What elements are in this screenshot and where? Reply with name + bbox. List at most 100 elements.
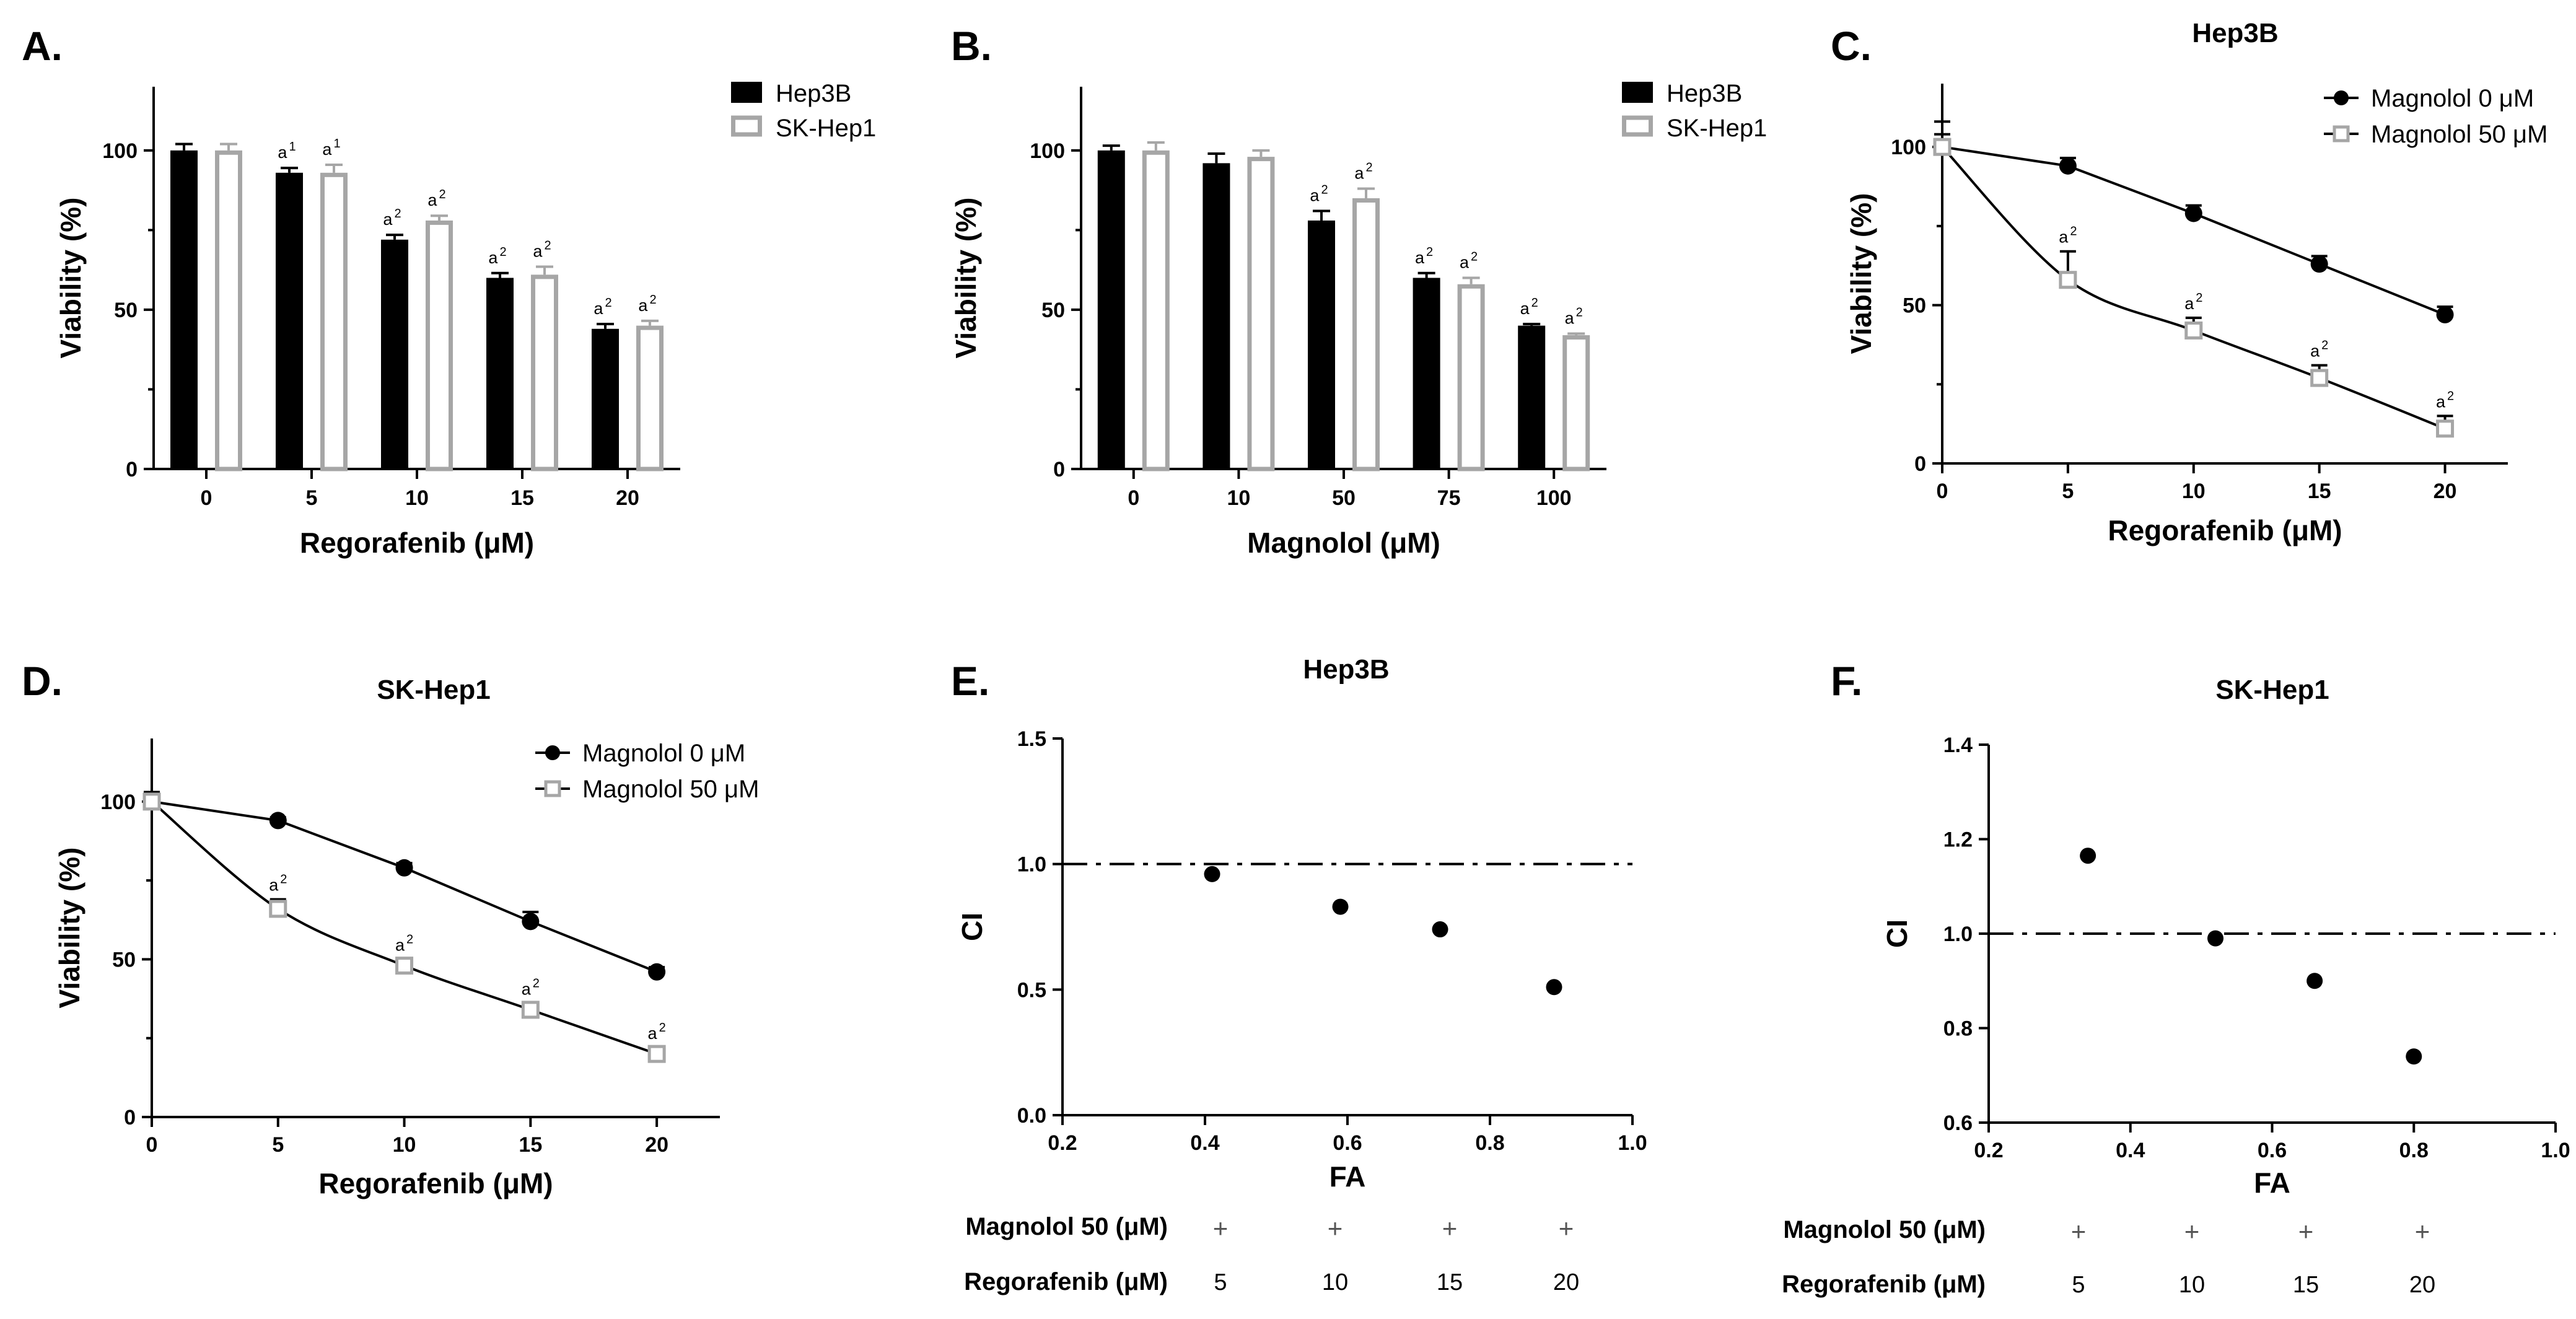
panel-c-x-tick-label: 0 — [1937, 480, 1948, 503]
panel-a-bar-hep3b — [276, 172, 303, 469]
panel-f-y-tick-label: 1.2 — [1943, 828, 1973, 852]
panel-d-x-tick-label: 5 — [272, 1133, 284, 1157]
panel-e-point — [1332, 898, 1349, 915]
panel-c-significance-label-superscript: 2 — [2321, 339, 2328, 353]
panel-d-significance-label-superscript: 2 — [406, 932, 413, 946]
panel-c-point-magnolol-0 — [2310, 255, 2328, 273]
panel-a-x-tick-label: 15 — [510, 486, 534, 510]
panel-e-label: E. — [951, 658, 989, 704]
panel-e-table-magnolol-value: + — [1328, 1214, 1343, 1243]
panel-d-point-magnolol-0 — [648, 963, 666, 981]
panel-a-significance-label-superscript: 2 — [544, 239, 551, 253]
panel-f-table-magnolol-value: + — [2184, 1217, 2200, 1246]
panel-a-x-axis-label: Regorafenib (μM) — [300, 527, 534, 559]
panel-d-significance-label-letter: a — [269, 876, 279, 895]
panel-b-legend-swatch-hep3b — [1622, 82, 1653, 103]
panel-f-table-regorafenib-value: 5 — [2072, 1272, 2085, 1298]
panel-c-line-magnolol-50 — [1941, 146, 2446, 430]
panel-f-x-tick-label: 0.6 — [2258, 1139, 2287, 1162]
panel-a-x-tick-label: 5 — [306, 486, 318, 510]
panel-b-x-tick-label: 10 — [1227, 486, 1250, 510]
panel-a-significance-label-superscript: 2 — [394, 207, 401, 221]
panel-a-significance-label-superscript: 2 — [605, 296, 611, 310]
panel-c-x-tick-label: 20 — [2434, 480, 2457, 503]
panel-c-legend-label-magnolol-0: Magnolol 0 μM — [2371, 85, 2534, 112]
panel-d-x-tick-label: 10 — [393, 1133, 416, 1157]
panel-c-x-tick-label: 5 — [2062, 480, 2074, 503]
panel-a-bar-skhep1 — [531, 274, 558, 471]
panel-b-label: B. — [951, 23, 992, 69]
panel-a-significance-label-superscript: 1 — [333, 137, 340, 151]
panel-a-legend-label-skhep1: SK-Hep1 — [776, 115, 876, 142]
panel-b-legend-swatch-skhep1 — [1622, 115, 1653, 137]
panel-b-x-tick-label: 100 — [1536, 486, 1572, 510]
panel-c-point-magnolol-50 — [2310, 369, 2329, 387]
panel-a-bar-skhep1 — [320, 172, 348, 471]
panel-b-y-tick-label: 50 — [1041, 299, 1065, 322]
panel-c-legend-marker-magnolol-0 — [2334, 90, 2349, 105]
panel-c-y-tick-label: 50 — [1903, 294, 1926, 318]
panel-c-y-tick-label: 0 — [1914, 452, 1926, 476]
panel-b-y-tick-label: 0 — [1053, 458, 1065, 481]
panel-f-point — [2406, 1048, 2422, 1065]
panel-e-table-magnolol-value: + — [1442, 1214, 1458, 1243]
panel-f-table-regorafenib-value: 20 — [2409, 1272, 2435, 1298]
panel-b-x-tick-label: 50 — [1332, 486, 1356, 510]
panel-c-significance-label-letter: a — [2184, 294, 2194, 313]
panel-b-significance-label-letter: a — [1354, 164, 1364, 183]
panel-c-y-tick-label: 100 — [1891, 136, 1926, 159]
panel-b-y-axis-label: Viability (%) — [950, 198, 982, 359]
panel-b-bar-skhep1 — [1142, 150, 1170, 471]
panel-e-point — [1204, 865, 1220, 882]
panel-f-table-magnolol-value: + — [2298, 1217, 2314, 1246]
panel-a-bar-skhep1 — [426, 220, 453, 471]
panel-b-x-axis-label: Magnolol (μM) — [1247, 527, 1440, 559]
panel-b-significance-label-letter: a — [1460, 253, 1470, 272]
panel-a-bar-hep3b — [592, 328, 619, 469]
panel-a-bar-hep3b — [486, 278, 514, 469]
panel-b-significance-label-letter: a — [1565, 309, 1575, 327]
panel-a-significance-label-letter: a — [322, 140, 332, 159]
panel-c-significance-label-superscript: 2 — [2070, 225, 2077, 239]
panel-a-significance-label-letter: a — [594, 299, 603, 318]
panel-a-bar-skhep1 — [636, 325, 664, 471]
panel-d-point-magnolol-0 — [522, 913, 540, 931]
panel-b-bar-hep3b — [1518, 325, 1546, 469]
panel-a-y-tick-label: 50 — [114, 299, 138, 322]
panel-b-legend-label-hep3b: Hep3B — [1667, 80, 1742, 107]
panel-a-bar-skhep1 — [215, 150, 242, 471]
panel-f-point — [2080, 848, 2096, 864]
panel-b-bar-hep3b — [1097, 150, 1125, 470]
panel-b-significance-label-superscript: 2 — [1576, 305, 1583, 319]
panel-f-point — [2307, 973, 2323, 989]
panel-a-significance-label-superscript: 2 — [499, 245, 506, 259]
panel-d-x-tick-label: 15 — [519, 1133, 542, 1157]
panel-c-point-magnolol-0 — [2184, 204, 2202, 222]
panel-d-line-magnolol-50 — [151, 800, 657, 1056]
panel-a-x-tick-label: 0 — [201, 486, 212, 510]
panel-b-significance-label-letter: a — [1415, 248, 1425, 267]
panel-e-title: Hep3B — [1303, 654, 1389, 685]
panel-c-point-magnolol-0 — [2436, 305, 2454, 323]
panel-e-x-tick-label: 1.0 — [1618, 1131, 1647, 1155]
panel-c-significance-label-superscript: 2 — [2196, 291, 2202, 305]
panel-b-significance-label-letter: a — [1310, 186, 1320, 205]
panel-d-legend-marker-magnolol-50 — [544, 780, 561, 797]
panel-d-x-axis-label: Regorafenib (μM) — [318, 1167, 553, 1199]
panel-e-table-magnolol-value: + — [1213, 1214, 1229, 1243]
panel-d-point-magnolol-50 — [142, 792, 161, 811]
panel-b-bar-skhep1 — [1247, 157, 1275, 471]
panel-b-significance-label-superscript: 2 — [1531, 296, 1538, 310]
